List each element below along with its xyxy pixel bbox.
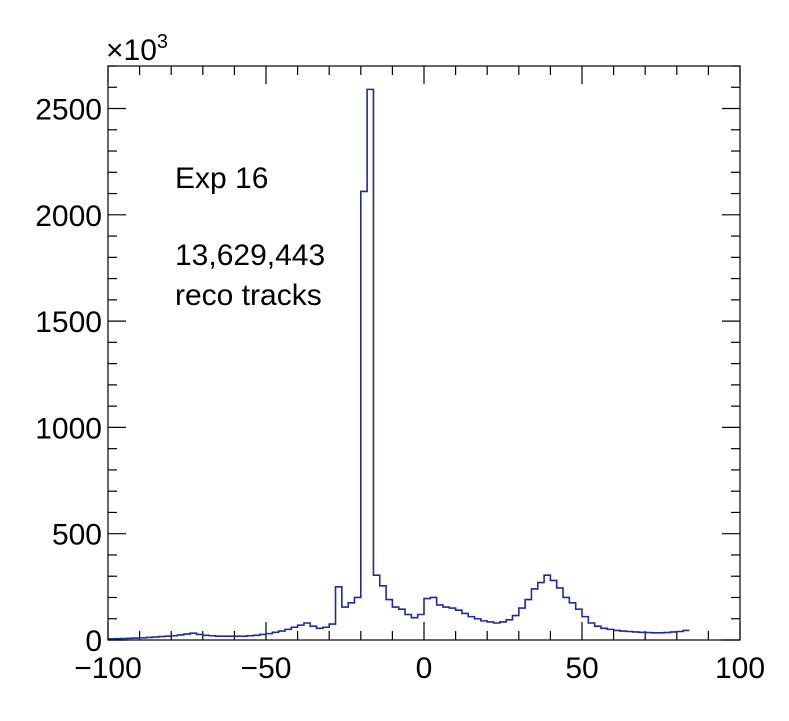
y-axis-tick-labels: 0 500 1000 1500 2000 2500 [35,94,102,658]
annotation-exp: Exp 16 [175,162,268,195]
x-tick-label: −100 [74,652,142,685]
x-axis-ticks [107,66,741,640]
annotation-count: 13,629,443 [175,239,325,272]
plot-frame [107,65,741,641]
y-tick-label: 500 [52,519,102,552]
y-tick-label: 0 [85,625,102,658]
y-multiplier-base: ×10 [106,34,157,67]
x-tick-label: 100 [715,652,765,685]
y-tick-label: 2500 [35,94,102,127]
x-axis-tick-labels: −100 −50 0 50 100 [74,652,765,685]
annotation-reco-tracks: reco tracks [175,279,322,312]
y-axis-multiplier: ×103 [106,31,168,67]
x-tick-label: 50 [565,652,598,685]
y-tick-label: 2000 [35,200,102,233]
x-tick-label: −50 [241,652,292,685]
svg-text:×103: ×103 [106,31,168,67]
x-tick-label: 0 [416,652,433,685]
y-axis-ticks [108,65,740,641]
annotations: Exp 16 13,629,443 reco tracks [175,162,325,312]
y-tick-label: 1500 [35,306,102,339]
histogram-series-line [108,88,690,640]
y-multiplier-exponent: 3 [157,31,168,53]
y-tick-label: 1000 [35,412,102,445]
